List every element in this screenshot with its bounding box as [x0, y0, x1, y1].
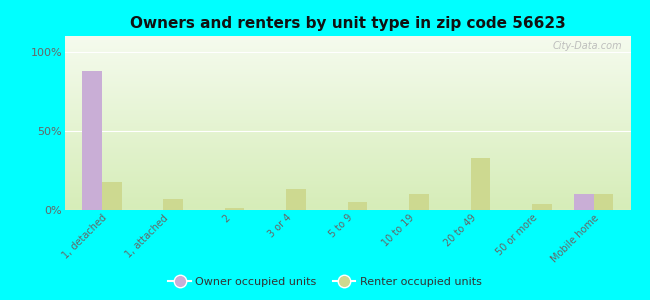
Bar — [225, 208, 244, 210]
Bar — [471, 158, 490, 210]
Text: City-Data.com: City-Data.com — [552, 41, 622, 51]
Bar — [348, 202, 367, 210]
Bar — [286, 189, 306, 210]
Bar — [593, 194, 614, 210]
Bar — [102, 182, 122, 210]
Bar — [574, 194, 593, 210]
Title: Owners and renters by unit type in zip code 56623: Owners and renters by unit type in zip c… — [130, 16, 566, 31]
Legend: Owner occupied units, Renter occupied units: Owner occupied units, Renter occupied un… — [164, 273, 486, 291]
Bar — [163, 199, 183, 210]
Bar — [532, 204, 552, 210]
Bar — [410, 194, 429, 210]
Bar — [82, 71, 102, 210]
